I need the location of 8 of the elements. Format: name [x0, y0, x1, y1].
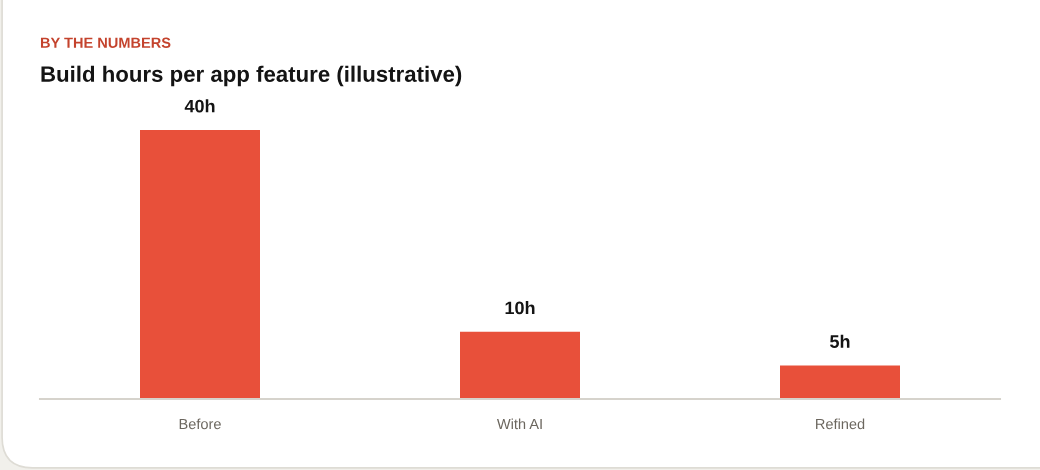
chart-subtitle: BY THE NUMBERS [40, 37, 171, 48]
x-tick-label: Refined [816, 418, 865, 430]
chart-title: Build hours per app feature (illustrative) [41, 65, 462, 87]
data-label: 5h [830, 334, 850, 348]
x-tick-label: With AI [496, 418, 542, 430]
data-label: 40h [184, 99, 215, 113]
data-label: 10h [505, 301, 535, 315]
x-tick-label: Before [179, 418, 221, 430]
